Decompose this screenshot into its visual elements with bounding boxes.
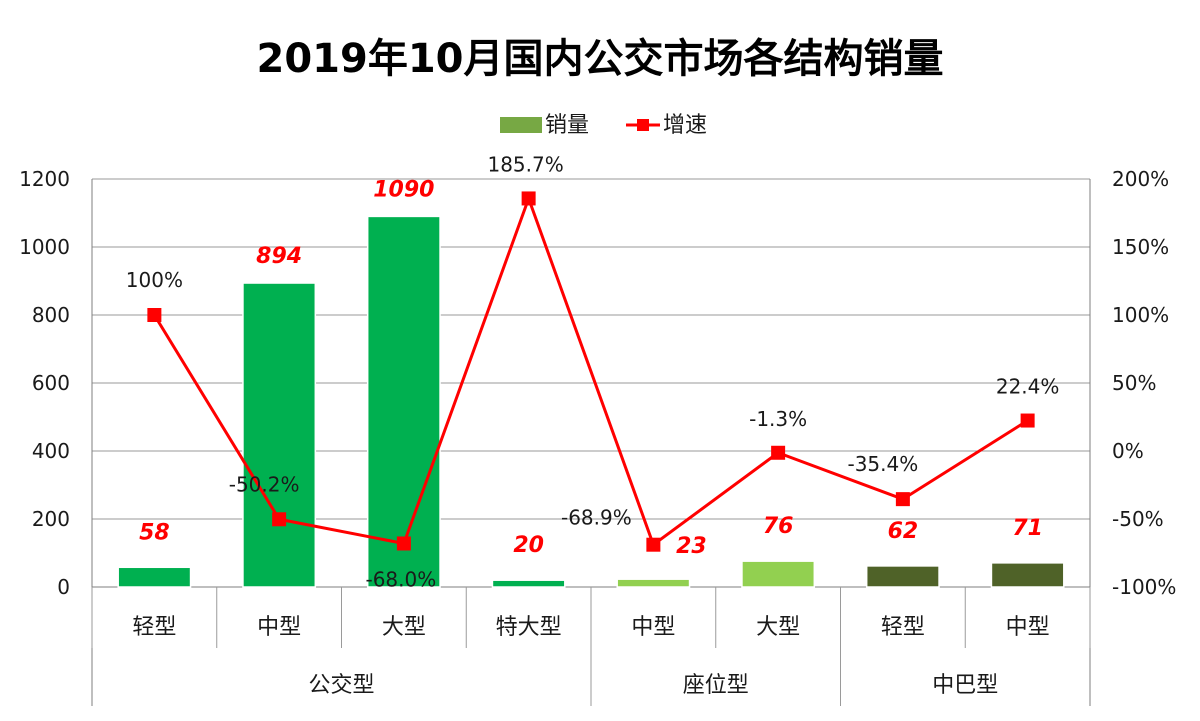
growth-line	[153, 196, 1029, 547]
y-right-tick-label: 0%	[1112, 439, 1144, 463]
y-left-tick-label: 800	[32, 303, 70, 327]
y-right-tick-label: 100%	[1112, 303, 1169, 327]
group-label: 座位型	[683, 673, 749, 698]
y-right-tick-label: 200%	[1112, 167, 1169, 191]
bar-value-label: 62	[888, 519, 919, 544]
growth-value-label: -35.4%	[847, 452, 918, 476]
y-right-tick-label: -100%	[1112, 575, 1176, 599]
category-label: 大型	[756, 615, 800, 640]
y-left-tick-label: 400	[32, 439, 70, 463]
y-left-tick-label: 200	[32, 507, 70, 531]
growth-marker	[396, 536, 411, 551]
legend-bar-swatch	[500, 117, 542, 133]
y-right-tick-label: 50%	[1112, 371, 1156, 395]
group-label: 公交型	[308, 673, 374, 698]
bar	[616, 578, 691, 588]
growth-marker	[272, 512, 287, 527]
growth-marker	[895, 492, 910, 507]
bar	[865, 565, 940, 588]
legend-label-growth: 增速	[663, 113, 707, 138]
y-left-tick-label: 1200	[19, 167, 70, 191]
growth-value-label: -68.0%	[365, 567, 436, 591]
bar-series	[117, 215, 1065, 588]
bar-value-label: 71	[1012, 516, 1043, 541]
category-label: 中型	[257, 615, 301, 640]
bar-value-label: 1090	[373, 177, 434, 202]
y-left-tick-label: 1000	[19, 235, 70, 259]
growth-marker	[646, 537, 661, 552]
y-left-tick-label: 0	[57, 575, 70, 599]
bar	[491, 579, 566, 588]
growth-value-label: -68.9%	[561, 506, 632, 530]
bar-value-label: 76	[763, 514, 794, 539]
legend: 销量 增速	[500, 113, 707, 138]
bar-value-label: 23	[676, 534, 707, 559]
bar	[117, 566, 192, 588]
category-label: 特大型	[496, 615, 562, 640]
bar	[366, 215, 441, 588]
growth-value-label: 185.7%	[487, 152, 563, 176]
legend-line-marker	[637, 119, 649, 131]
bar-value-label: 58	[139, 520, 170, 545]
growth-value-label: 22.4%	[996, 375, 1060, 399]
growth-value-label: 100%	[126, 268, 183, 292]
growth-marker	[1020, 413, 1035, 428]
group-label: 中巴型	[932, 673, 998, 698]
axes: 0 200 400 600 800 1000 1200 -100% -50% 0% 50% 100% 1…	[19, 167, 1176, 706]
bar-value-label: 20	[513, 533, 544, 558]
y-right-tick-label: 150%	[1112, 235, 1169, 259]
category-label: 轻型	[881, 615, 925, 640]
category-label: 中型	[631, 615, 675, 640]
growth-marker	[771, 445, 786, 460]
bar-value-label: 894	[256, 244, 302, 269]
bar	[990, 562, 1065, 588]
growth-value-label: -1.3%	[749, 407, 807, 431]
bar	[242, 282, 317, 588]
data-labels: 58 894 1090 20 23 76 62 71 100% -50.2% -68.0% 185.7…	[126, 152, 1060, 591]
growth-marker	[147, 308, 162, 322]
category-label: 轻型	[132, 615, 176, 640]
y-right-tick-label: -50%	[1112, 507, 1164, 531]
bar	[741, 560, 816, 588]
line-series	[147, 191, 1035, 552]
legend-label-sales: 销量	[545, 113, 589, 138]
category-label: 大型	[382, 615, 426, 640]
category-label: 中型	[1006, 615, 1050, 640]
growth-marker	[521, 191, 536, 206]
growth-value-label: -50.2%	[229, 472, 300, 496]
y-left-tick-label: 600	[32, 371, 70, 395]
chart-title: 2019年10月国内公交市场各结构销量	[256, 36, 944, 82]
